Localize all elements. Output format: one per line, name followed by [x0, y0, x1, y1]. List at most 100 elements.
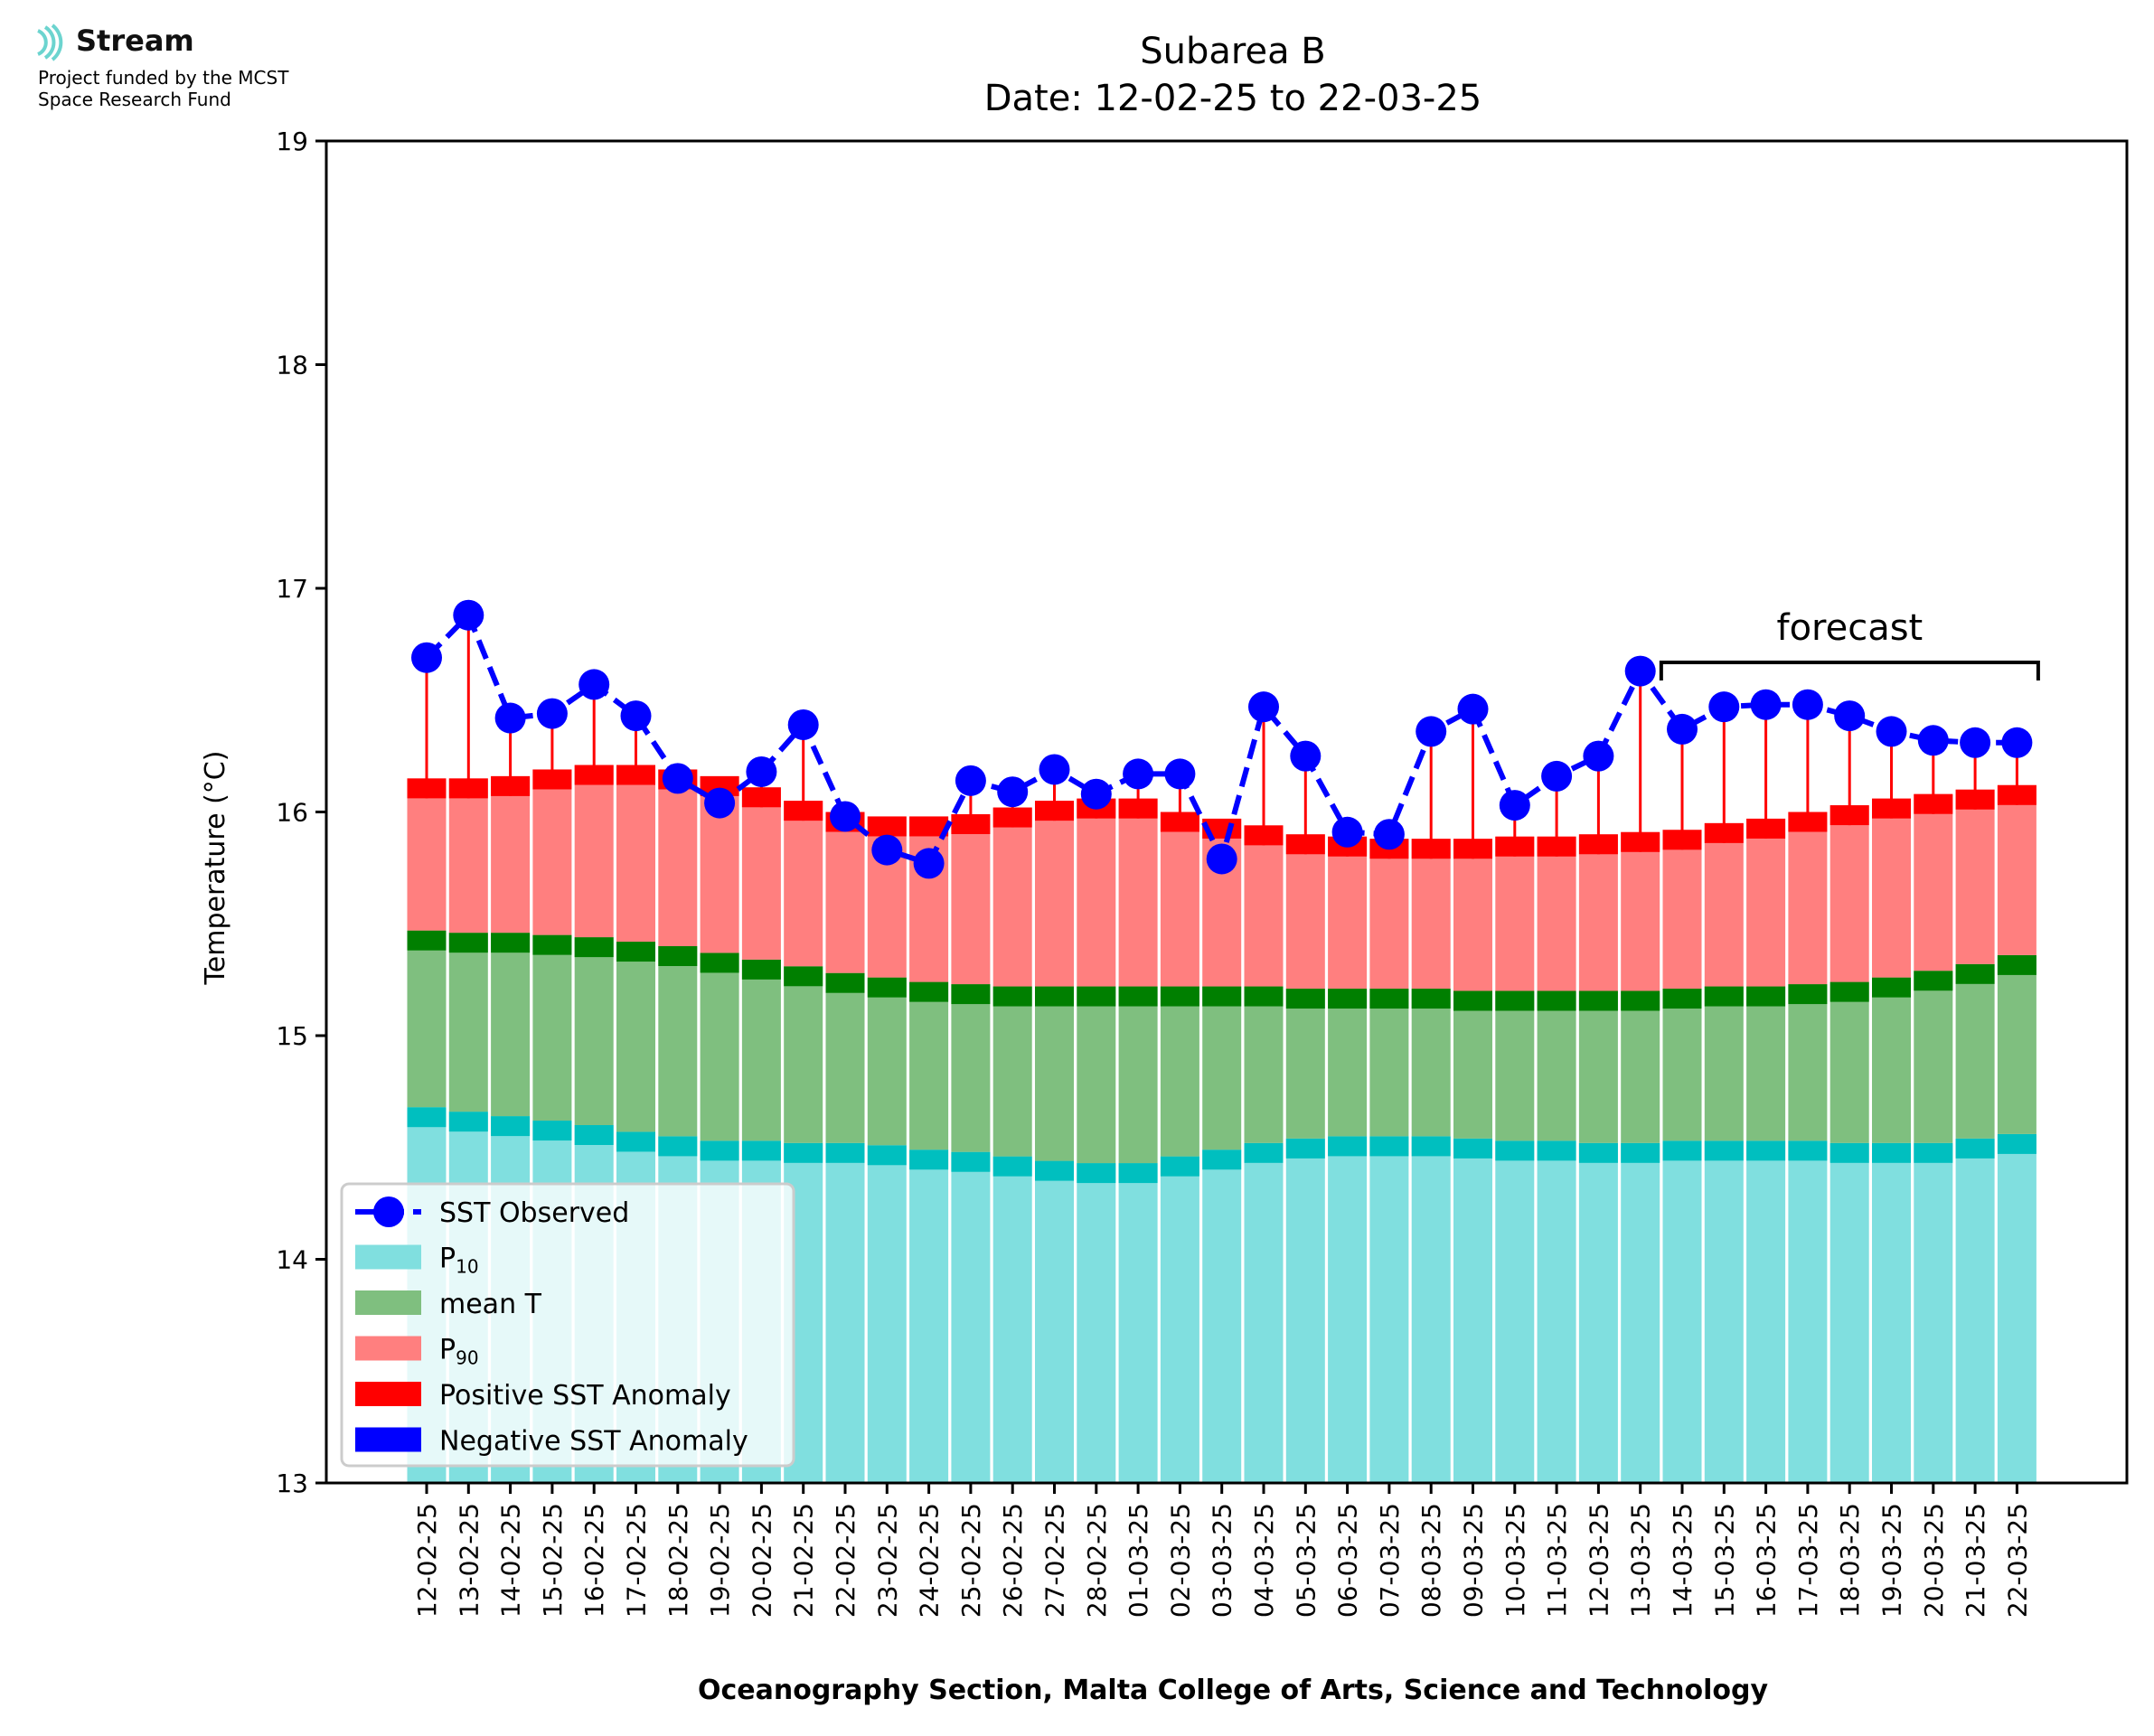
mean-t-edge	[1872, 977, 1911, 998]
p10-edge	[1872, 1142, 1911, 1163]
legend-swatch	[355, 1427, 421, 1452]
mean-t-bar	[574, 937, 614, 1125]
p10-edge	[1704, 1140, 1744, 1161]
x-axis-label: Oceanography Section, Malta College of A…	[698, 1675, 1769, 1706]
x-tick-label: 02-03-25	[1165, 1503, 1195, 1618]
p10-edge	[992, 1156, 1032, 1177]
mean-t-bar	[1244, 986, 1284, 1143]
mean-t-edge	[574, 937, 614, 958]
p90-bar	[1369, 839, 1409, 990]
p90-bar	[1872, 798, 1911, 978]
mean-t-bar	[491, 933, 531, 1117]
sst-observed-point	[1667, 713, 1698, 745]
mean-t-edge	[1077, 986, 1116, 1007]
x-tick-label: 17-03-25	[1793, 1503, 1823, 1618]
x-tick-label: 16-03-25	[1752, 1503, 1782, 1618]
p10-bar	[1914, 1142, 1953, 1483]
p10-bar	[1997, 1133, 2036, 1483]
sst-observed-point	[1876, 716, 1907, 747]
p10-edge	[741, 1140, 781, 1161]
mean-t-bar	[1453, 990, 1492, 1139]
p10-edge	[491, 1116, 531, 1137]
sst-observed-point	[1416, 716, 1447, 747]
p10-bar	[1495, 1140, 1535, 1483]
mean-t-bar	[658, 946, 698, 1137]
p90-bar	[448, 778, 488, 934]
p10-bar	[867, 1145, 907, 1483]
mean-t-edge	[1537, 990, 1576, 1011]
mean-t-bar	[448, 933, 488, 1112]
x-tick-label: 10-03-25	[1500, 1503, 1530, 1618]
mean-t-edge	[1118, 986, 1158, 1007]
mean-t-edge	[532, 934, 572, 955]
x-tick-label: 27-02-25	[1040, 1503, 1070, 1618]
x-tick-label: 06-03-25	[1333, 1503, 1363, 1618]
p90-bar	[574, 765, 614, 938]
x-tick-label: 07-03-25	[1375, 1503, 1405, 1618]
mean-t-bar	[1914, 971, 1953, 1143]
plot-area: 13 14 15 16 17 18 19 12-02-25 13-02-25 14-02-25 15…	[276, 127, 2129, 1618]
sst-observed-point	[1583, 740, 1614, 772]
sst-observed-point	[704, 787, 736, 819]
p10-bar	[1202, 1150, 1242, 1483]
legend-label-subscript: 10	[456, 1256, 478, 1278]
y-tick-label: 15	[276, 1021, 308, 1051]
p10-bar	[1788, 1140, 1828, 1483]
x-tick-label: 13-02-25	[454, 1503, 484, 1618]
sst-observed-point	[1624, 655, 1656, 687]
p90-bar	[532, 769, 572, 935]
p10-bar	[1453, 1138, 1492, 1483]
mean-t-edge	[1829, 981, 1869, 1002]
y-tick-label: 16	[276, 798, 308, 828]
p90-bar	[1495, 836, 1535, 991]
mean-t-edge	[1495, 990, 1535, 1011]
x-tick-label: 08-03-25	[1416, 1503, 1446, 1618]
logo: Stream Project funded by the MCST Space …	[33, 23, 288, 110]
mean-t-edge	[1662, 989, 1702, 1009]
sst-observed-point	[1541, 760, 1573, 792]
p90-bar	[784, 801, 823, 967]
sst-observed-point	[662, 763, 693, 794]
legend-swatch	[355, 1336, 421, 1361]
legend-swatch	[355, 1382, 421, 1406]
p90-bar	[1453, 839, 1492, 991]
sst-observed-point	[1750, 689, 1782, 720]
x-tick-label: 19-03-25	[1877, 1503, 1907, 1618]
x-tick-label: 15-02-25	[538, 1503, 568, 1618]
mean-t-edge	[1621, 990, 1660, 1011]
mean-t-edge	[825, 972, 865, 993]
mean-t-bar	[825, 972, 865, 1143]
p90-edge	[700, 775, 739, 796]
p90-bar	[1788, 812, 1828, 985]
sst-observed-point	[1123, 758, 1154, 790]
legend-marker-swatch	[373, 1196, 404, 1227]
p10-edge	[1621, 1142, 1660, 1163]
p90-bar	[658, 769, 698, 946]
p10-bar	[951, 1151, 991, 1483]
p10-bar	[1704, 1140, 1744, 1483]
mean-t-edge	[407, 930, 447, 951]
p90-bar	[407, 778, 447, 931]
forecast-bracket	[1659, 661, 2040, 680]
mean-t-edge	[491, 933, 531, 953]
x-tick-label: 23-02-25	[872, 1503, 902, 1618]
mean-t-bar	[1328, 989, 1368, 1137]
x-tick-label: 13-03-25	[1626, 1503, 1656, 1618]
p10-edge	[1035, 1160, 1074, 1181]
p10-edge	[784, 1142, 823, 1163]
chart-subtitle: Date: 12-02-25 to 22-03-25	[984, 78, 1482, 119]
p90-bar	[1997, 784, 2036, 955]
p90-bar	[1621, 831, 1660, 991]
sst-observed-point	[536, 698, 568, 729]
p90-bar	[1704, 822, 1744, 987]
x-tick-label: 15-03-25	[1709, 1503, 1739, 1618]
mean-t-edge	[448, 933, 488, 953]
mean-t-edge	[992, 986, 1032, 1007]
mean-t-bar	[700, 952, 739, 1141]
mean-t-edge	[1955, 963, 1995, 984]
p10-bar	[1411, 1136, 1451, 1483]
mean-t-edge	[784, 966, 823, 987]
sst-observed-point	[1373, 819, 1405, 850]
